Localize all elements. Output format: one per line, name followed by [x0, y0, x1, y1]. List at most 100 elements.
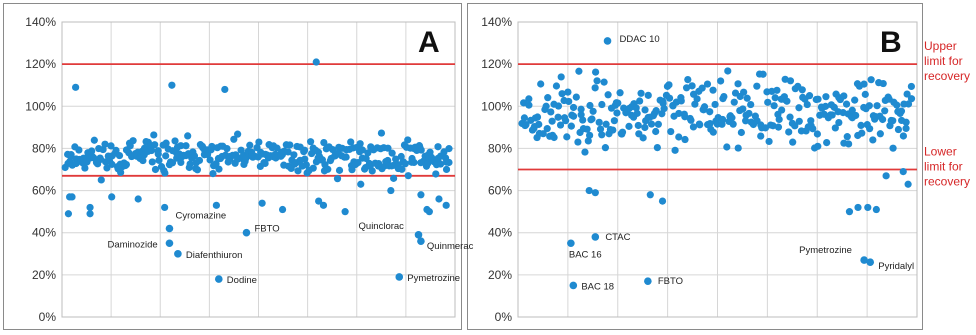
data-point: [434, 143, 442, 151]
point-label: Diafenthiuron: [186, 250, 243, 261]
data-point: [129, 137, 137, 145]
data-point: [821, 102, 830, 110]
data-point: [258, 199, 266, 207]
labeled-point: [242, 228, 251, 237]
data-point: [604, 91, 612, 99]
data-point: [593, 77, 601, 85]
data-point: [739, 105, 747, 113]
data-point: [740, 88, 748, 96]
data-point: [840, 92, 848, 100]
data-point: [312, 58, 320, 66]
data-point: [562, 117, 570, 125]
data-point: [585, 186, 593, 195]
data-point: [711, 100, 719, 109]
data-point: [81, 164, 89, 172]
y-tick-label: 120%: [481, 57, 512, 71]
point-label: FBTO: [254, 224, 279, 235]
data-point: [591, 84, 599, 92]
data-point: [101, 140, 109, 148]
data-point: [753, 82, 761, 90]
data-point: [641, 123, 649, 132]
y-tick-label: 140%: [25, 15, 56, 29]
data-point: [151, 165, 160, 174]
data-point: [613, 109, 621, 117]
data-point: [646, 191, 654, 199]
data-point: [286, 141, 294, 149]
labeled-point: [603, 37, 612, 45]
data-point: [324, 165, 332, 173]
data-point: [591, 68, 600, 76]
data-point: [417, 191, 425, 199]
data-point: [569, 112, 578, 120]
data-point: [335, 166, 344, 174]
data-point: [356, 140, 364, 148]
labeled-point: [644, 277, 652, 285]
data-point: [342, 153, 350, 161]
y-tick-label: 20%: [32, 268, 56, 282]
data-point: [595, 118, 603, 126]
data-point: [660, 105, 668, 113]
data-point: [341, 208, 349, 216]
data-point: [730, 98, 738, 106]
data-point: [600, 78, 608, 86]
data-point: [575, 67, 583, 75]
y-tick-label: 0%: [39, 310, 57, 324]
data-point: [734, 144, 742, 152]
data-point: [234, 130, 242, 138]
data-point: [759, 70, 767, 78]
data-point: [108, 193, 116, 201]
data-point: [854, 203, 862, 212]
data-point: [610, 117, 618, 125]
data-point: [665, 94, 674, 102]
data-point: [823, 138, 831, 147]
data-point: [867, 76, 875, 84]
data-point: [822, 93, 830, 101]
data-point: [675, 133, 683, 141]
data-point: [598, 131, 606, 139]
data-point: [652, 127, 660, 136]
data-point: [193, 166, 202, 174]
data-point: [586, 131, 594, 139]
point-label: Quinclorac: [359, 221, 405, 232]
data-point: [723, 143, 731, 151]
data-point: [720, 92, 728, 101]
data-point: [747, 100, 755, 109]
data-point: [161, 203, 169, 212]
data-point: [442, 201, 450, 209]
data-point: [377, 129, 386, 137]
labeled-point: [860, 256, 868, 264]
data-point: [64, 210, 73, 218]
data-point: [354, 159, 362, 167]
data-point: [86, 203, 94, 212]
data-point: [586, 101, 594, 110]
point-label: DDAC 10: [620, 34, 660, 45]
data-point: [706, 108, 714, 116]
data-point: [97, 176, 105, 184]
data-point: [633, 109, 641, 117]
data-point: [168, 159, 177, 167]
data-point: [682, 84, 691, 92]
data-point: [729, 120, 737, 128]
data-point: [828, 111, 836, 119]
data-point: [565, 97, 573, 106]
data-point: [764, 98, 772, 106]
data-point: [773, 86, 781, 94]
data-point: [734, 80, 742, 88]
data-point: [904, 180, 912, 188]
labeled-point: [414, 231, 423, 239]
plot-area: [61, 21, 456, 318]
y-tick-label: 0%: [495, 310, 513, 324]
data-point: [654, 120, 662, 128]
data-point: [577, 105, 585, 113]
data-point: [103, 164, 111, 172]
data-point: [783, 97, 791, 105]
data-point: [641, 106, 649, 114]
data-point: [548, 117, 556, 125]
y-tick-label: 100%: [481, 99, 512, 113]
data-point: [112, 146, 120, 154]
data-point: [803, 100, 811, 109]
y-tick-label: 80%: [32, 141, 56, 155]
data-point: [785, 128, 793, 136]
data-point: [632, 104, 640, 112]
data-point: [151, 141, 159, 149]
